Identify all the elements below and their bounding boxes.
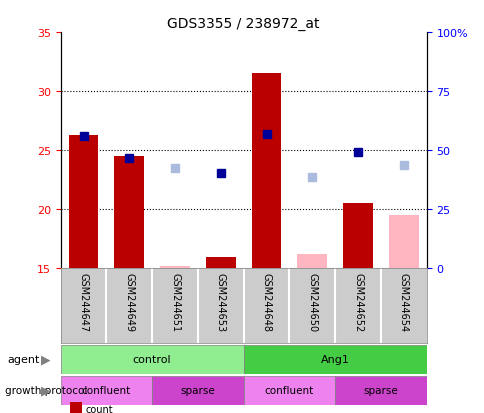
Bar — [297, 254, 327, 268]
Bar — [197, 268, 243, 343]
Bar — [60, 345, 243, 374]
Bar — [251, 74, 281, 268]
Text: confluent: confluent — [82, 385, 131, 395]
Text: count: count — [86, 404, 113, 413]
Bar — [206, 258, 235, 268]
Bar — [388, 216, 418, 268]
Bar — [160, 267, 190, 268]
Bar — [243, 268, 289, 343]
Text: sparse: sparse — [180, 385, 215, 395]
Text: sparse: sparse — [363, 385, 397, 395]
Bar — [334, 268, 380, 343]
Bar — [243, 376, 334, 405]
Text: control: control — [133, 354, 171, 364]
Text: growth protocol: growth protocol — [5, 385, 87, 395]
Title: GDS3355 / 238972_at: GDS3355 / 238972_at — [167, 17, 319, 31]
Bar — [152, 268, 197, 343]
Text: GSM244652: GSM244652 — [352, 272, 363, 331]
Text: GSM244650: GSM244650 — [307, 272, 317, 331]
Text: GSM244648: GSM244648 — [261, 272, 271, 331]
Bar — [106, 268, 152, 343]
Bar — [152, 376, 243, 405]
Text: confluent: confluent — [264, 385, 314, 395]
Bar — [60, 376, 152, 405]
Bar — [380, 268, 426, 343]
Bar — [243, 345, 426, 374]
Text: GSM244647: GSM244647 — [78, 272, 88, 331]
Text: GSM244649: GSM244649 — [124, 272, 134, 331]
Text: ▶: ▶ — [41, 384, 51, 397]
Bar — [334, 376, 426, 405]
Text: ▶: ▶ — [41, 353, 51, 366]
Bar — [60, 268, 106, 343]
Bar — [114, 157, 144, 268]
Bar — [289, 268, 334, 343]
Text: GSM244653: GSM244653 — [215, 272, 226, 331]
Text: agent: agent — [7, 354, 40, 364]
Text: Ang1: Ang1 — [320, 354, 349, 364]
Text: GSM244654: GSM244654 — [398, 272, 408, 331]
Bar — [69, 135, 98, 268]
Text: GSM244651: GSM244651 — [170, 272, 180, 331]
Bar — [343, 204, 372, 268]
